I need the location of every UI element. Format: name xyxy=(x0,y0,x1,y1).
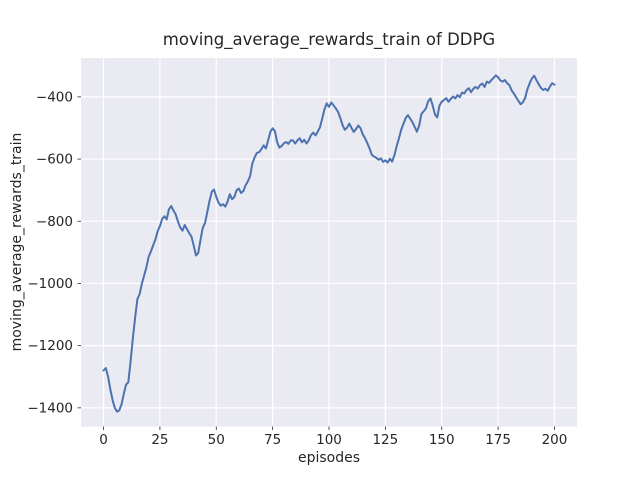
y-tick-label: −600 xyxy=(36,152,73,168)
x-tick-label: 125 xyxy=(372,432,398,448)
y-tick-label: −400 xyxy=(36,89,73,105)
y-tick-label: −1000 xyxy=(27,276,73,292)
y-tick-label: −1200 xyxy=(27,338,73,354)
chart-title: moving_average_rewards_train of DDPG xyxy=(162,30,496,49)
y-tick-label: −1400 xyxy=(27,400,73,416)
x-tick-label: 200 xyxy=(542,432,568,448)
x-tick-label: 75 xyxy=(264,432,281,448)
x-tick-label: 0 xyxy=(99,432,108,448)
x-tick-label: 25 xyxy=(151,432,168,448)
x-tick-label: 150 xyxy=(429,432,455,448)
y-tick-label: −800 xyxy=(36,214,73,230)
x-tick-label: 175 xyxy=(485,432,511,448)
x-tick-label: 100 xyxy=(316,432,342,448)
x-axis-label: episodes xyxy=(297,450,361,466)
data-line xyxy=(102,74,556,413)
x-tick-label: 50 xyxy=(208,432,225,448)
